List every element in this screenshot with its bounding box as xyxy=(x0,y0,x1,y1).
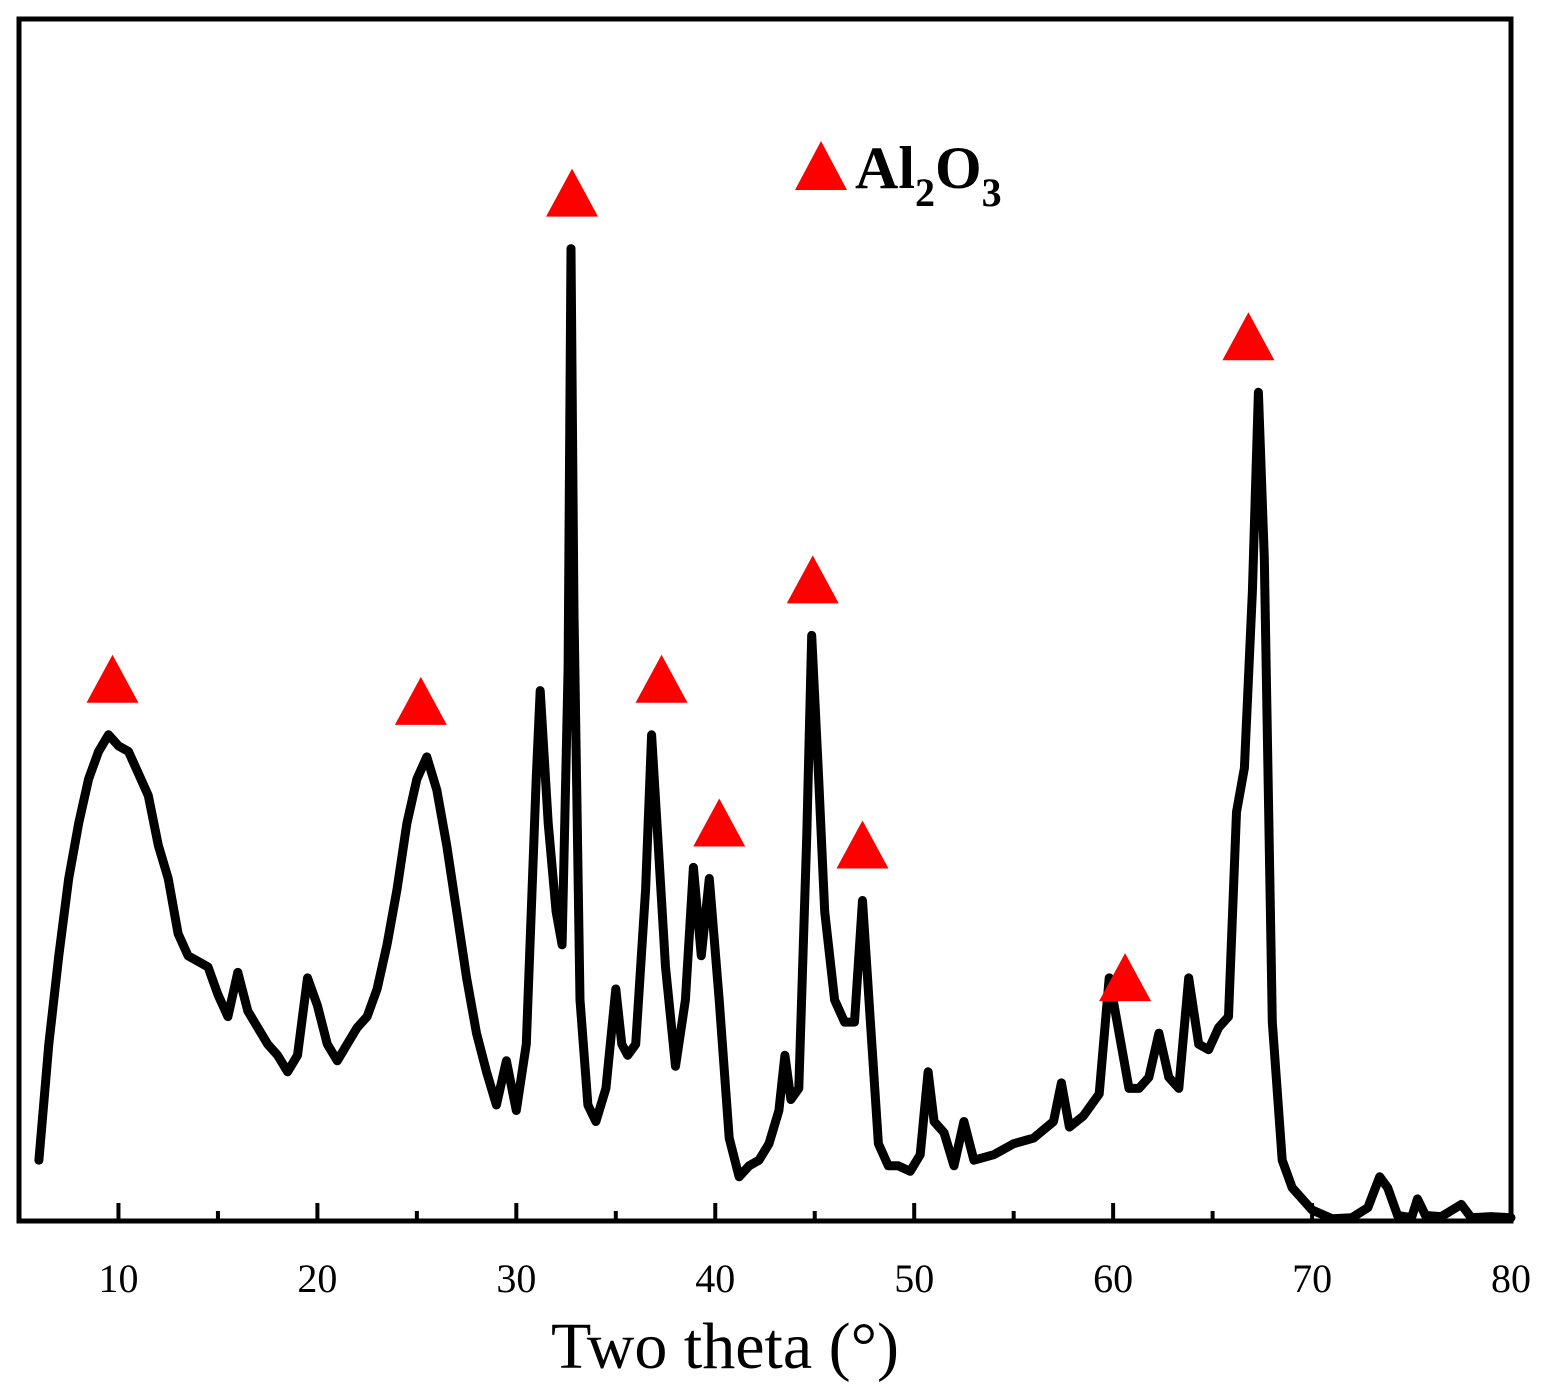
plot-frame xyxy=(16,16,1514,1224)
peak-marker-triangle xyxy=(1099,953,1152,1002)
x-tick-label: 40 xyxy=(695,1256,735,1301)
x-tick-label: 10 xyxy=(98,1256,138,1301)
legend-triangle-icon xyxy=(795,141,847,190)
peak-markers xyxy=(86,168,1275,1002)
x-tick-label: 20 xyxy=(297,1256,337,1301)
legend-label: Al2O3 xyxy=(855,135,1002,215)
legend: Al2O3 xyxy=(795,135,1002,215)
x-axis-tick-labels: 10 20 30 40 50 60 70 80 xyxy=(98,1256,1531,1301)
x-axis-ticks xyxy=(116,1203,1513,1221)
x-tick-label: 70 xyxy=(1292,1256,1332,1301)
x-tick-label: 60 xyxy=(1093,1256,1133,1301)
peak-marker-triangle xyxy=(635,654,688,703)
peak-marker-triangle xyxy=(693,798,746,847)
peak-marker-triangle xyxy=(394,676,447,725)
peak-marker-triangle xyxy=(836,820,889,869)
peak-marker-triangle xyxy=(86,654,139,703)
peak-marker-triangle xyxy=(546,168,599,217)
x-tick-label: 30 xyxy=(496,1256,536,1301)
x-tick-label: 50 xyxy=(894,1256,934,1301)
peak-marker-triangle xyxy=(1222,312,1275,361)
x-tick-label: 80 xyxy=(1491,1256,1531,1301)
x-axis-title: Two theta (°) xyxy=(551,1310,899,1383)
xrd-pattern-line xyxy=(34,244,1516,1224)
peak-marker-triangle xyxy=(786,555,839,604)
